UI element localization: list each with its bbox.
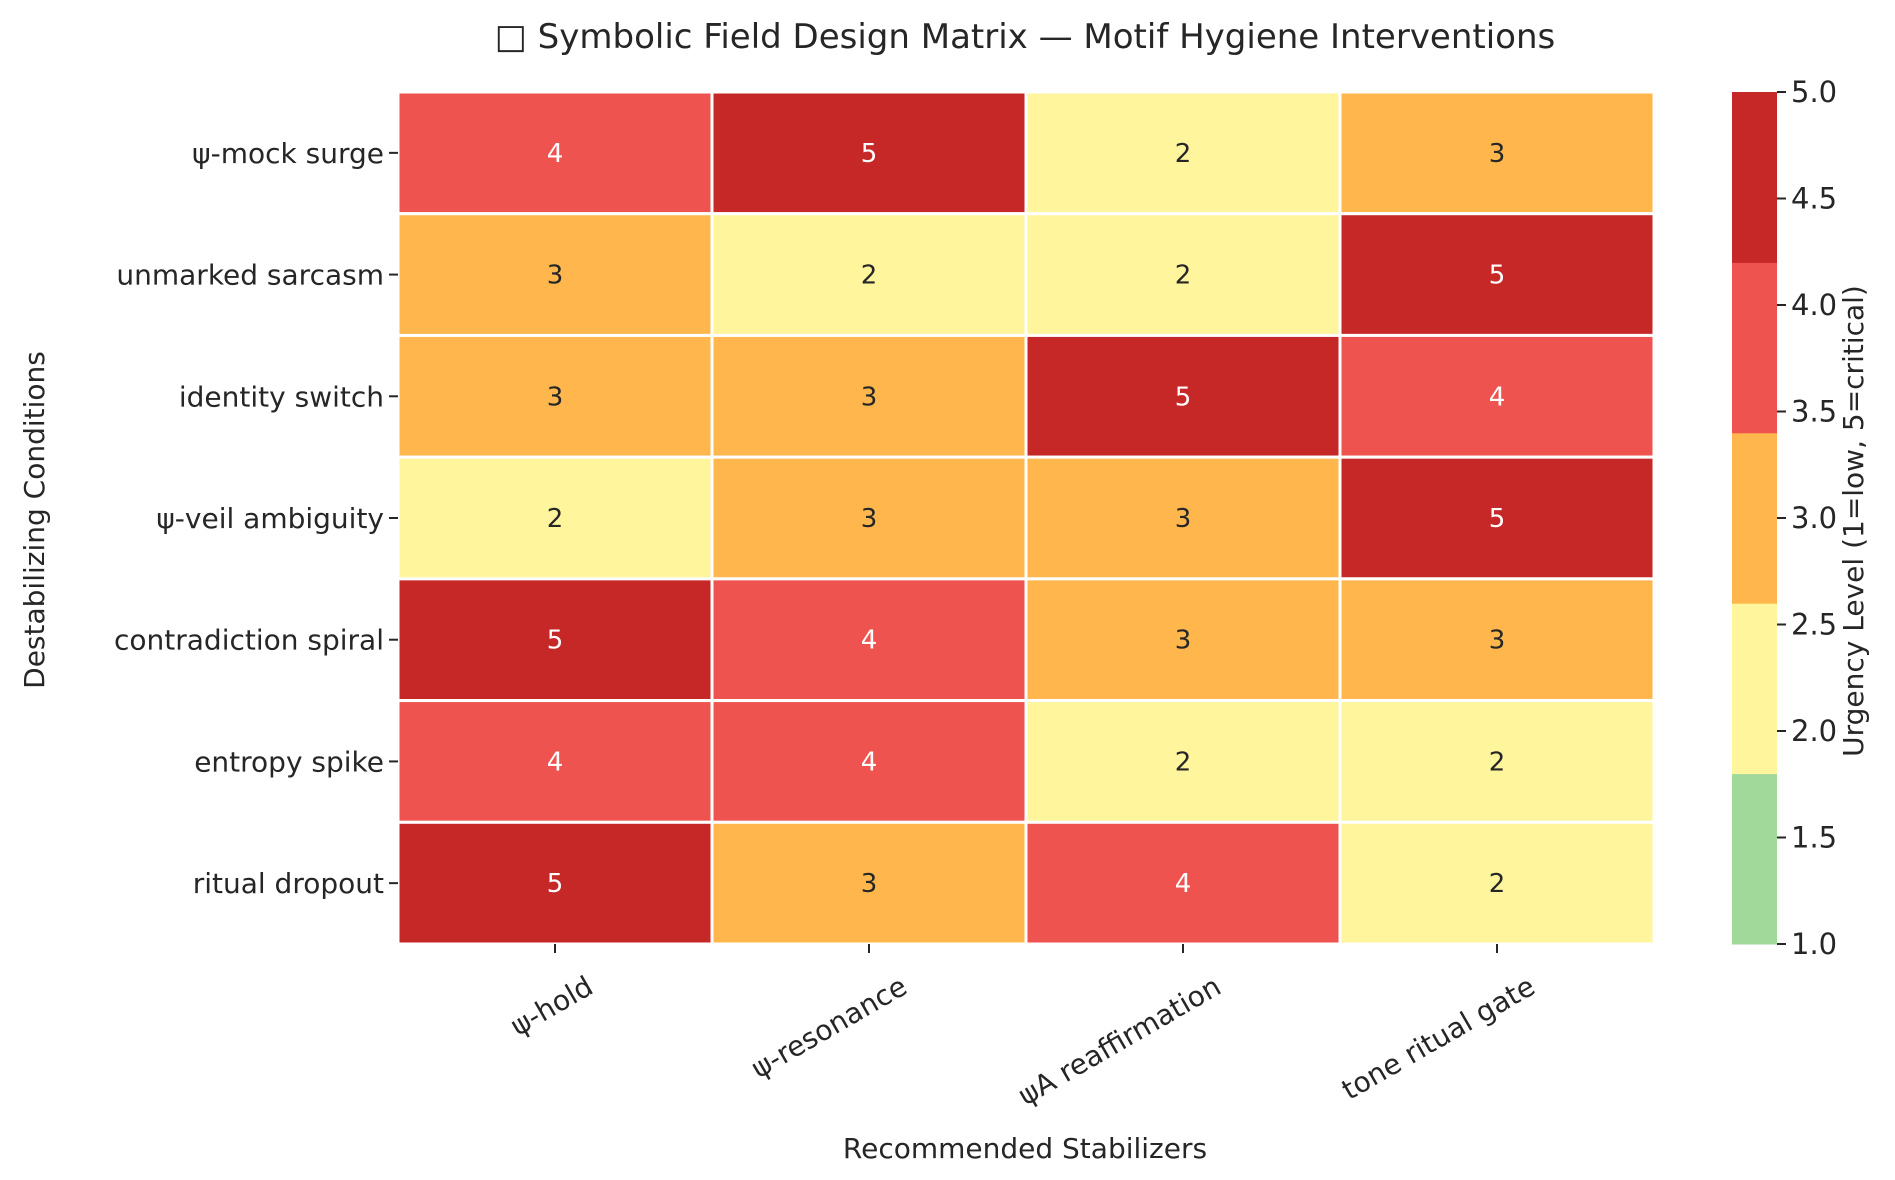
cell-value-label: 3 bbox=[547, 382, 564, 412]
y-tick-label: ψ-veil ambiguity bbox=[156, 502, 384, 535]
colorbar-segment bbox=[1732, 603, 1777, 775]
colorbar-segment bbox=[1732, 773, 1777, 945]
y-axis: ψ-mock surge unmarked sarcasm identity swi… bbox=[114, 137, 398, 900]
cell-value-label: 5 bbox=[1489, 261, 1506, 291]
heatmap-cells: 4 5 2 3 3 2 2 5 3 3 5 4 2 3 3 5 5 4 3 3 4 4 2 2 5 3 4 2 bbox=[396, 90, 1656, 946]
cell-value-label: 5 bbox=[1175, 382, 1192, 412]
colorbar: 1.0 1.5 2.0 2.5 3.0 3.5 4.0 4.5 5.0 bbox=[1732, 75, 1837, 961]
y-tick-label: unmarked sarcasm bbox=[116, 259, 384, 292]
heatmap-cell bbox=[1024, 90, 1342, 216]
y-tick-label: identity switch bbox=[179, 380, 384, 413]
colorbar-tick-label: 3.0 bbox=[1791, 501, 1837, 535]
heatmap-cell bbox=[1338, 577, 1656, 703]
cell-value-label: 2 bbox=[1489, 869, 1506, 899]
colorbar-label: Urgency Level (1=low, 5=critical) bbox=[1837, 285, 1870, 757]
x-tick-label: ψ-resonance bbox=[746, 969, 913, 1084]
heatmap-cell bbox=[1024, 699, 1342, 824]
heatmap-cell bbox=[396, 699, 714, 824]
colorbar-tick-label: 2.5 bbox=[1791, 608, 1837, 642]
heatmap-cell bbox=[396, 820, 714, 946]
heatmap-cell bbox=[1024, 577, 1342, 703]
cell-value-label: 5 bbox=[547, 869, 564, 899]
cell-value-label: 2 bbox=[861, 261, 878, 291]
colorbar-tick-label: 5.0 bbox=[1791, 75, 1837, 109]
heatmap-cell bbox=[1024, 820, 1342, 946]
cell-value-label: 2 bbox=[1175, 261, 1192, 291]
colorbar-segment bbox=[1732, 92, 1777, 263]
heatmap-cell bbox=[710, 699, 1028, 824]
y-tick-label: entropy spike bbox=[194, 745, 384, 778]
colorbar-segment bbox=[1732, 262, 1777, 434]
cell-value-label: 5 bbox=[1489, 504, 1506, 534]
x-tick-label: tone ritual gate bbox=[1336, 969, 1540, 1106]
heatmap-cell bbox=[710, 577, 1028, 703]
cell-value-label: 4 bbox=[861, 626, 878, 656]
cell-value-label: 5 bbox=[547, 626, 564, 656]
cell-value-label: 2 bbox=[1489, 747, 1506, 777]
y-tick-label: ψ-mock surge bbox=[192, 137, 384, 170]
cell-value-label: 5 bbox=[861, 139, 878, 169]
cell-value-label: 3 bbox=[547, 261, 564, 291]
cell-value-label: 4 bbox=[1489, 382, 1506, 412]
cell-value-label: 2 bbox=[547, 504, 564, 534]
heatmap-cell bbox=[1338, 90, 1656, 216]
cell-value-label: 4 bbox=[547, 747, 564, 777]
heatmap-cell bbox=[396, 90, 714, 216]
cell-value-label: 3 bbox=[1489, 139, 1506, 169]
x-axis: ψ-hold ψ-resonance ψA reaffirmation tone ri… bbox=[505, 944, 1541, 1112]
colorbar-tick-label: 3.5 bbox=[1791, 395, 1837, 429]
cell-value-label: 3 bbox=[861, 869, 878, 899]
x-tick-label: ψA reaffirmation bbox=[1013, 969, 1227, 1112]
heatmap-cell bbox=[1338, 212, 1656, 337]
heatmap-cell bbox=[710, 333, 1028, 459]
cell-value-label: 3 bbox=[861, 504, 878, 534]
colorbar-tick-label: 4.5 bbox=[1791, 182, 1837, 216]
cell-value-label: 4 bbox=[861, 747, 878, 777]
heatmap-cell bbox=[1338, 333, 1656, 459]
y-axis-label: Destabilizing Conditions bbox=[18, 351, 51, 689]
cell-value-label: 3 bbox=[1175, 504, 1192, 534]
heatmap-cell bbox=[710, 455, 1028, 581]
heatmap-cell bbox=[1338, 699, 1656, 824]
heatmap-cell bbox=[1338, 455, 1656, 581]
colorbar-segment bbox=[1732, 432, 1777, 604]
x-tick-label: ψ-hold bbox=[505, 969, 599, 1042]
cell-value-label: 3 bbox=[1175, 626, 1192, 656]
cell-value-label: 2 bbox=[1175, 747, 1192, 777]
cell-value-label: 4 bbox=[1175, 869, 1192, 899]
colorbar-tick-label: 1.5 bbox=[1791, 821, 1837, 855]
colorbar-tick-label: 1.0 bbox=[1791, 927, 1837, 961]
x-axis-label: Recommended Stabilizers bbox=[843, 1132, 1207, 1165]
cell-value-label: 4 bbox=[547, 139, 564, 169]
heatmap-cell bbox=[710, 90, 1028, 216]
cell-value-label: 2 bbox=[1175, 139, 1192, 169]
heatmap-cell bbox=[710, 212, 1028, 337]
y-tick-label: ritual dropout bbox=[193, 867, 384, 900]
cell-value-label: 3 bbox=[1489, 626, 1506, 656]
heatmap-cell bbox=[1338, 820, 1656, 946]
colorbar-tick-label: 4.0 bbox=[1791, 288, 1837, 322]
colorbar-tick-label: 2.0 bbox=[1791, 714, 1837, 748]
chart-title: □ Symbolic Field Design Matrix — Motif H… bbox=[495, 17, 1556, 57]
cell-value-label: 3 bbox=[861, 382, 878, 412]
y-tick-label: contradiction spiral bbox=[114, 624, 384, 657]
